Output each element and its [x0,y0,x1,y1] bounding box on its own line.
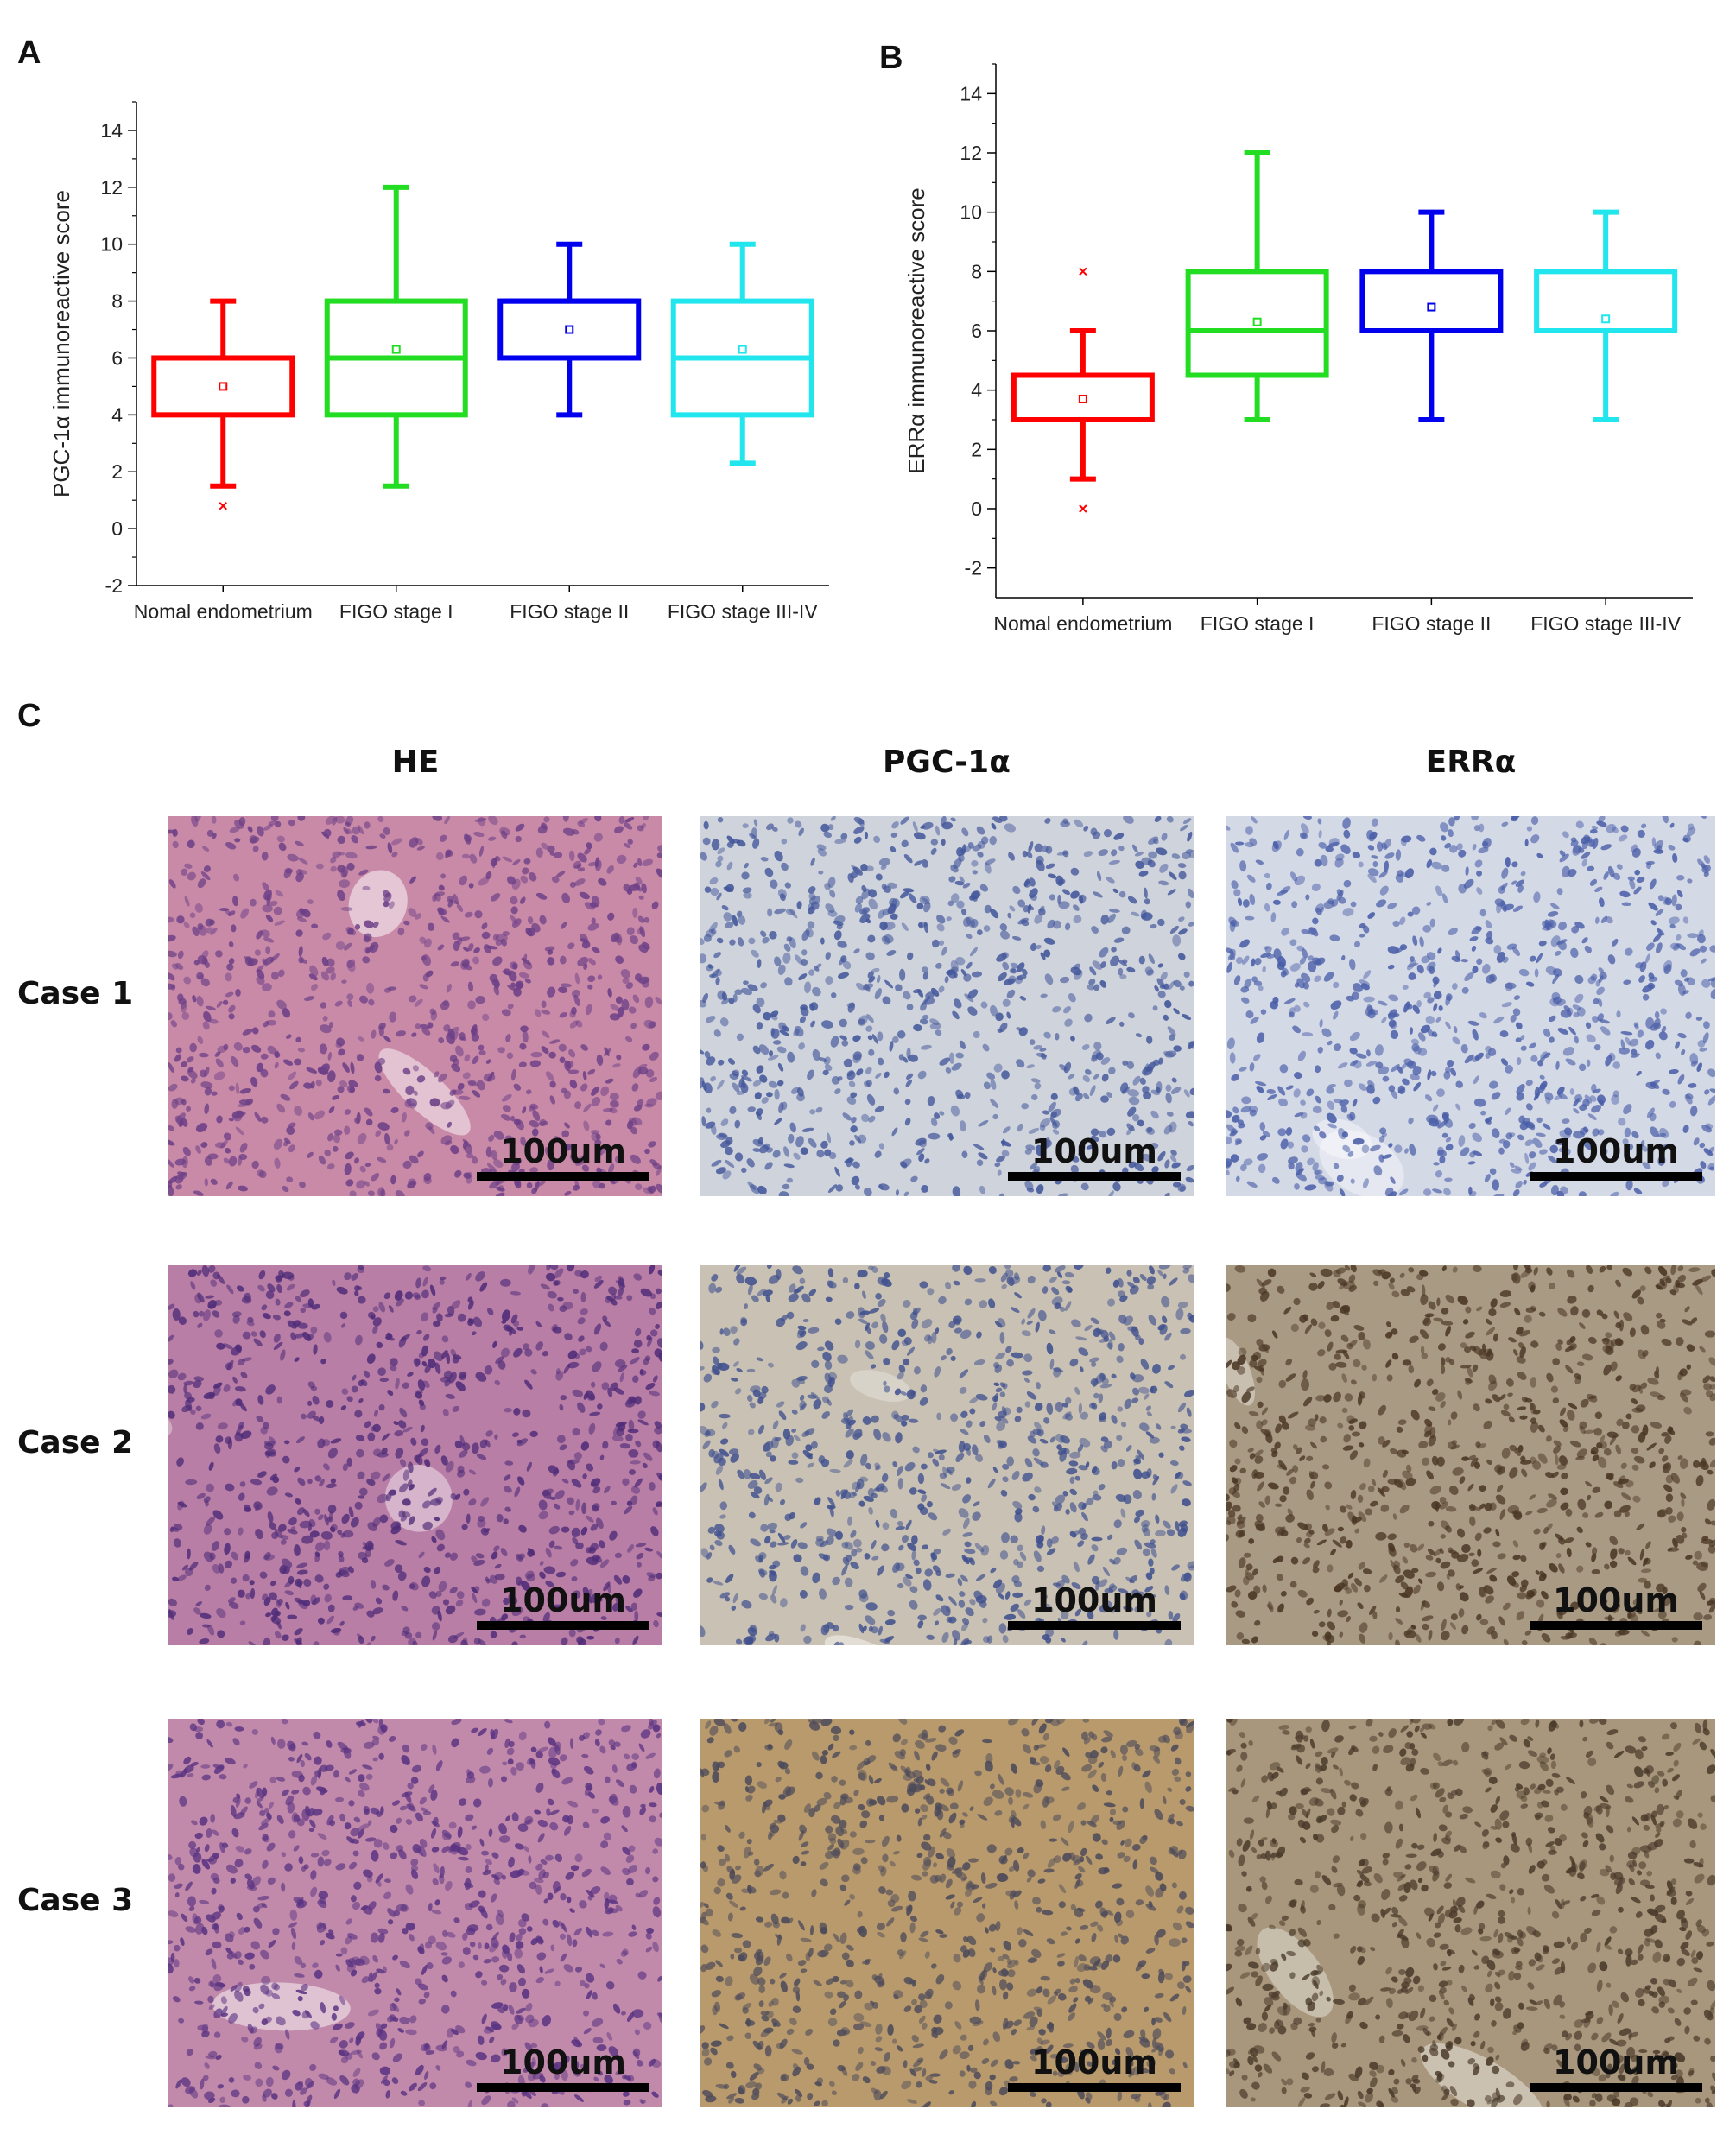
box-figo-stage-iii-iv [670,241,814,466]
tissue-texture [700,816,1194,1196]
tissue-texture [1226,1719,1715,2107]
scale-bar-label: 100um [500,2043,626,2081]
scale-bar-label: 100um [1553,2043,1679,2081]
tissue-texture [1226,1265,1715,1645]
y-tick-label: -2 [105,574,123,597]
chart-a: -2 0 2 4 6 8 10 12 14 PGC-1α immunoreactive score… [48,101,829,623]
tissue-texture [168,816,662,1196]
scale-bar [477,1172,649,1181]
chart-b: -2 0 2 4 6 8 10 12 14 ERRα immunoreactive score No… [903,63,1693,635]
y-tick-label: 6 [971,320,982,342]
box-figo-stage-i [1185,150,1329,422]
outlier-marker [1079,504,1087,513]
micrograph-pgc1-case-2 [700,1265,1194,1645]
scale-bar [1008,2083,1181,2092]
y-tick-label: 0 [111,517,123,540]
column-header-1: HE [391,744,440,780]
scale-bar-label: 100um [1031,2043,1157,2081]
scale-bar-label: 100um [1553,1581,1679,1619]
mean-marker [1078,394,1087,403]
y-tick-label: 14 [960,82,982,105]
scale-bar [1530,1172,1702,1181]
scale-bar [1008,1621,1181,1630]
box-nomal-endometrium [151,298,295,510]
y-tick-label: 4 [971,379,982,402]
outlier-marker [219,502,227,510]
box-figo-stage-i [324,184,468,489]
y-tick-label: 10 [100,233,123,256]
tissue-texture [1226,816,1715,1196]
micrograph-pgc1-case-1 [700,816,1194,1196]
row-header-2: Case 2 [17,1425,134,1460]
micrograph-err-case-2 [1226,1265,1715,1645]
x-tick-label: FIGO stage II [510,600,629,623]
y-tick-label: 2 [111,460,123,483]
mean-marker [565,325,574,334]
micrograph-he-case-2 [168,1265,662,1645]
scale-bar-label: 100um [500,1581,626,1619]
micrograph-he-case-3 [168,1719,662,2107]
column-header-3: ERRα [1425,744,1517,780]
y-tick-label: 0 [971,497,982,520]
micrograph-pgc1-case-3 [700,1719,1194,2107]
x-tick-label: FIGO stage I [339,600,453,623]
scale-bar-label: 100um [500,1132,626,1170]
panel-label-b: B [879,40,903,76]
mean-marker [738,345,747,354]
mean-marker [1427,302,1436,312]
scale-bar-label: 100um [1553,1132,1679,1170]
y-tick-label: 12 [960,142,982,164]
scale-bar [1008,1172,1181,1181]
row-header-1: Case 1 [17,976,134,1011]
x-tick-label: FIGO stage III-IV [668,600,818,623]
x-tick-label: FIGO stage I [1201,612,1315,635]
column-header-2: PGC-1α [883,744,1011,780]
y-axis-label: PGC-1α immunoreactive score [48,190,74,497]
tissue-texture [168,1719,662,2107]
mean-marker [1252,317,1262,326]
tissue-texture [700,1719,1194,2107]
scale-bar [477,2083,649,2092]
mean-marker [219,382,228,391]
panel-label-a: A [17,35,41,71]
scale-bar-label: 100um [1031,1132,1157,1170]
box-nomal-endometrium [1011,267,1155,513]
box-figo-stage-ii [497,241,642,418]
y-tick-label: 4 [111,403,123,426]
iqr-box [1185,269,1329,378]
y-tick-label: 14 [100,119,123,142]
panel-label-c: C [17,698,41,734]
tissue-texture [168,1265,662,1645]
micrograph-he-case-1 [168,816,662,1196]
micrograph-err-case-1 [1226,816,1715,1196]
y-tick-label: 2 [971,438,982,460]
scale-bar-label: 100um [1031,1581,1157,1619]
x-tick-label: FIGO stage III-IV [1530,612,1681,635]
scale-bar [1530,1621,1702,1630]
iqr-box [1359,269,1504,334]
y-tick-label: 12 [100,176,123,199]
y-axis-label: ERRα immunoreactive score [903,187,929,473]
box-figo-stage-iii-iv [1534,209,1678,422]
outlier-marker [1079,267,1087,276]
y-tick-label: 10 [960,201,982,224]
x-tick-label: Nomal endometrium [993,612,1172,635]
box-figo-stage-ii [1359,209,1504,422]
x-tick-label: Nomal endometrium [134,600,313,623]
y-tick-label: 8 [111,290,123,313]
x-tick-label: FIGO stage II [1372,612,1491,635]
y-tick-label: 8 [971,260,982,282]
y-tick-label: 6 [111,346,123,369]
scale-bar [1530,2083,1702,2092]
row-header-3: Case 3 [17,1883,134,1918]
mean-marker [1601,314,1611,324]
micrograph-err-case-3 [1226,1719,1715,2107]
tissue-texture [700,1265,1194,1645]
y-tick-label: -2 [965,557,982,580]
mean-marker [391,345,401,354]
scale-bar [477,1621,649,1630]
